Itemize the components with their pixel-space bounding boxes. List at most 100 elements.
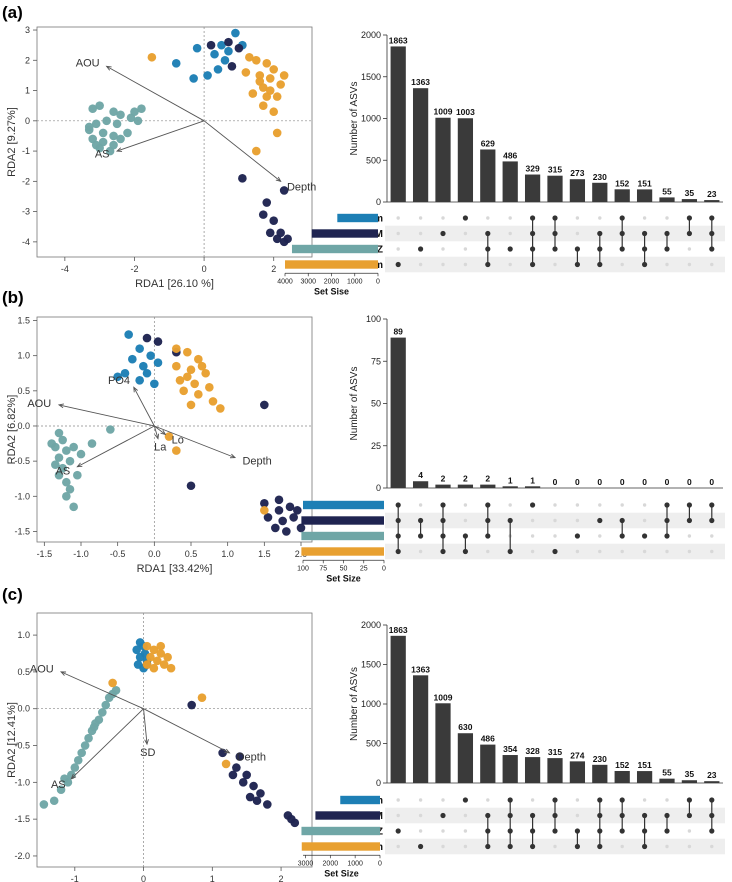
rda-point (194, 354, 203, 364)
intersection-bar (704, 200, 720, 202)
intersection-value-label: 0 (665, 477, 670, 487)
env-arrow-head (70, 773, 77, 780)
rda-point (228, 770, 238, 780)
rda-point (265, 74, 275, 83)
x-axis-label: RDA1 [33.42%] (137, 563, 213, 575)
intersection-bar (524, 174, 541, 202)
intersection-value-label: 0 (709, 477, 714, 487)
intersection-bar (502, 755, 518, 783)
set-size-bar (301, 547, 384, 556)
rda-point (203, 71, 212, 80)
set-size-tick-label: 50 (340, 565, 348, 572)
intersection-bar (390, 337, 406, 488)
rda-point (172, 344, 181, 353)
set-size-tick-label: 0 (376, 278, 380, 285)
rda-point (58, 435, 67, 445)
rda-point (54, 453, 64, 462)
env-arrow-label: AS (51, 779, 66, 791)
set-size-tick-label: 2000 (324, 278, 340, 285)
x-tick-label: 0.0 (148, 549, 161, 559)
matrix-dot-inactive (598, 549, 602, 554)
y-tick-label: 1 (25, 86, 30, 96)
matrix-dot-inactive (441, 844, 445, 849)
intersection-value-label: 4 (418, 470, 423, 480)
matrix-dot-inactive (620, 262, 624, 267)
matrix-dot-inactive (575, 231, 580, 236)
rda-point (153, 358, 163, 368)
env-arrow (154, 425, 166, 435)
rda-point (256, 789, 265, 798)
env-arrow-label: AOU (30, 664, 54, 676)
rda-point (260, 506, 269, 515)
matrix-dot-inactive (418, 262, 423, 267)
env-arrow-head (115, 147, 123, 152)
rda-point (296, 523, 306, 533)
intersection-bar (480, 149, 496, 202)
matrix-dot-inactive (418, 549, 423, 554)
matrix-dot-active (395, 261, 401, 268)
rda-point (227, 62, 237, 71)
bar-y-tick-label: 1000 (361, 114, 381, 124)
rda-point (56, 785, 66, 794)
rda-point (58, 463, 67, 473)
intersection-value-label: 89 (393, 327, 403, 337)
x-tick-label: 1 (210, 874, 215, 882)
rda-point (217, 40, 226, 50)
intersection-value-label: 230 (593, 754, 607, 764)
env-arrow (153, 425, 159, 439)
set-size-tick-label: 1000 (347, 278, 363, 285)
x-tick-label: 0 (202, 264, 207, 274)
y-tick-label: -0.5 (14, 741, 30, 751)
matrix-dot-inactive (530, 549, 535, 554)
rda-point (232, 763, 241, 772)
env-arrow-label: AOU (76, 57, 100, 69)
plot-frame (36, 612, 313, 868)
intersection-bar (457, 484, 474, 488)
intersection-value-label: 0 (575, 477, 580, 487)
rda-point (60, 774, 69, 783)
matrix-dot-inactive (642, 216, 647, 220)
plot-frame (36, 26, 313, 258)
intersection-value-label: 23 (707, 189, 717, 199)
matrix-dot-inactive (508, 503, 512, 507)
matrix-dot-inactive (396, 247, 400, 251)
set-size-tick-label: 0 (382, 565, 386, 572)
rda-point (163, 652, 172, 662)
rda-point (139, 361, 148, 371)
rda-point (289, 513, 298, 522)
rda-point (142, 641, 152, 651)
bar-y-tick-label: 1000 (361, 699, 381, 709)
rda-point (252, 146, 261, 156)
intersection-bar (547, 758, 563, 783)
intersection-value-label: 1 (508, 475, 513, 485)
rda-point (285, 502, 295, 512)
set-size-tick-label: 3000 (298, 860, 314, 867)
env-arrow (71, 708, 144, 779)
upset-matrix: 800 mBTMROMZ1000 m (349, 501, 725, 560)
y-axis-label: RDA2 [6.82%] (6, 395, 18, 465)
rda-point (224, 37, 233, 47)
y-tick-label: 0.0 (17, 421, 30, 431)
set-size-tick-label: 25 (360, 565, 368, 572)
x-axis-label: RDA1 [26.10 %] (135, 278, 214, 290)
intersection-value-label: 486 (503, 150, 517, 160)
matrix-dot-inactive (710, 262, 714, 267)
intersection-bar (457, 733, 474, 783)
matrix-dot-active (462, 797, 468, 803)
set-size-bar (301, 826, 380, 836)
intersection-value-label: 1 (530, 475, 535, 485)
intersection-value-label: 55 (662, 768, 672, 778)
matrix-dot-inactive (620, 503, 624, 507)
rda-point (192, 43, 202, 53)
rda-point (142, 368, 152, 378)
matrix-dot-inactive (396, 813, 400, 818)
matrix-dot-inactive (553, 518, 557, 523)
bar-y-tick-label: 75 (371, 356, 381, 366)
rda-point (142, 660, 152, 669)
rda-point (87, 439, 97, 448)
rda-point (89, 722, 99, 732)
rda-point (238, 174, 247, 183)
intersection-value-label: 151 (638, 760, 652, 770)
set-size-plot: 3000 2000 1000 0 Set Size (298, 795, 382, 878)
matrix-dot-active (462, 215, 468, 221)
